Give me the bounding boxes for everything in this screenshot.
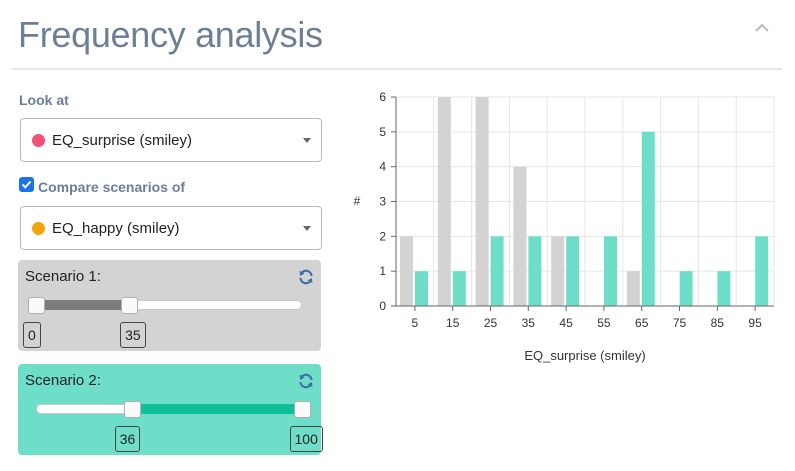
bar [400,236,413,306]
x-tick-label: 85 [711,316,725,330]
scenario-1-max-value: 35 [120,322,146,348]
chevron-up-icon[interactable] [752,20,772,36]
x-tick-label: 35 [522,316,536,330]
x-axis-label: EQ_surprise (smiley) [524,348,645,363]
bar [551,236,565,306]
page-title: Frequency analysis [18,14,323,55]
refresh-icon[interactable] [297,372,315,390]
look-at-select[interactable]: EQ_surprise (smiley) [20,118,322,162]
scenario-1-range-fill [36,300,130,310]
y-tick-label: 0 [379,299,386,313]
x-tick-label: 15 [446,316,460,330]
bar [566,236,580,306]
bar [490,236,504,306]
y-tick-label: 6 [379,90,386,104]
scenario-2-label: Scenario 2: [25,372,101,389]
compare-selected-value: EQ_happy (smiley) [52,220,180,237]
x-tick-label: 45 [559,316,573,330]
variable-color-dot [32,222,45,235]
scenario-1-min-value: 0 [23,322,41,348]
bar [755,236,769,306]
bar [679,271,693,306]
caret-down-icon [303,138,311,143]
scenario-2-max-value: 100 [289,426,323,452]
scenario-2-range-fill [131,404,302,414]
scenario-2-panel: Scenario 2: 36 100 [18,364,323,455]
bar [437,97,451,306]
compare-scenarios-checkbox[interactable] [19,177,34,192]
bar [452,271,466,306]
variable-color-dot [32,134,45,147]
bar [513,166,527,306]
refresh-icon[interactable] [297,268,315,286]
scenario-2-min-value: 36 [114,426,141,452]
scenario-1-max-handle[interactable] [121,297,139,314]
bar [717,271,731,306]
x-tick-label: 95 [748,316,762,330]
y-tick-label: 2 [379,229,386,243]
look-at-label: Look at [19,92,69,108]
x-tick-label: 5 [412,316,419,330]
x-tick-label: 75 [673,316,687,330]
x-tick-label: 65 [635,316,649,330]
bar [626,271,640,306]
scenario-1-panel: Scenario 1: 0 35 [18,260,321,351]
bar [641,131,655,306]
header-divider [12,68,782,70]
bar [475,97,489,306]
scenario-2-max-handle[interactable] [294,401,311,418]
y-tick-label: 3 [379,195,386,209]
look-at-selected-value: EQ_surprise (smiley) [52,132,193,149]
y-tick-label: 1 [379,264,386,278]
bar [604,236,617,306]
y-axis-label: # [354,194,361,208]
y-tick-label: 5 [379,125,386,139]
bar [415,271,428,306]
x-tick-label: 25 [484,316,498,330]
y-tick-label: 4 [379,160,386,174]
compare-scenarios-label[interactable]: Compare scenarios of [38,179,186,195]
compare-select[interactable]: EQ_happy (smiley) [20,206,322,250]
bar [528,236,542,306]
caret-down-icon [303,226,311,231]
scenario-2-min-handle[interactable] [123,401,141,418]
scenario-1-label: Scenario 1: [25,268,101,285]
x-tick-label: 55 [597,316,611,330]
scenario-1-min-handle[interactable] [28,297,45,314]
